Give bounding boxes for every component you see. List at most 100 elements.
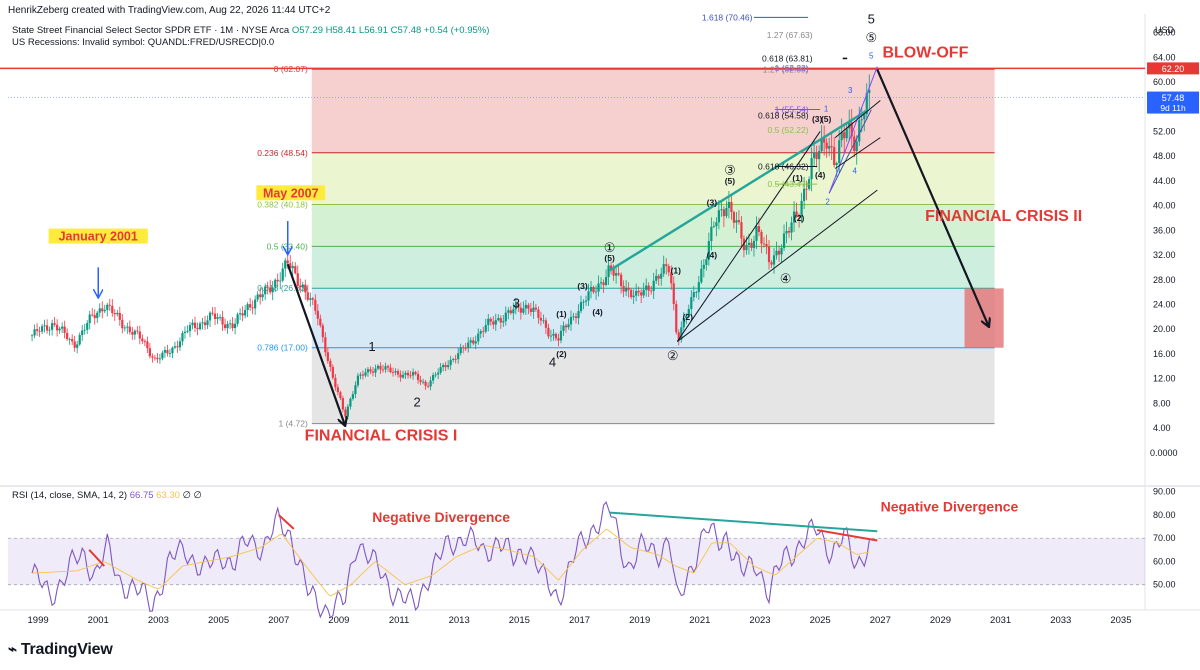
candle-body [650, 290, 653, 292]
candle-body [414, 372, 417, 374]
candle-body [755, 226, 758, 241]
candle-body [136, 330, 139, 332]
candle-body [599, 282, 603, 284]
rsi-legend-label[interactable]: RSI (14, close, SMA, 14, 2) [12, 490, 128, 501]
candle-body [148, 348, 151, 357]
bar-countdown-label: 9d 11h [1160, 103, 1186, 113]
candle-body [554, 333, 558, 339]
candle-body [389, 367, 392, 373]
candle-body [582, 301, 585, 303]
candle-body [815, 152, 818, 160]
candle-body [710, 226, 713, 242]
candle-body [156, 357, 159, 360]
y-tick-label: 64.00 [1153, 52, 1176, 62]
candle-body [584, 300, 588, 302]
candle-body [138, 331, 141, 339]
x-tick-label: 2031 [990, 615, 1011, 626]
candle-body [213, 313, 217, 320]
candle-body [411, 372, 415, 376]
candle-body [604, 276, 608, 286]
candle-body [334, 377, 337, 388]
candle-body [274, 279, 277, 288]
candle-body [572, 316, 575, 318]
candle-body [682, 318, 685, 328]
x-tick-label: 1999 [28, 615, 49, 626]
annotation-label: FINANCIAL CRISIS II [925, 208, 1082, 225]
subwave-label: (3) [812, 114, 823, 124]
candle-body [823, 138, 826, 143]
candle-body [725, 207, 728, 217]
candle-body [126, 326, 129, 328]
candle-body [772, 255, 776, 265]
candle-body [670, 272, 673, 284]
candle-body [206, 320, 209, 326]
fib-extension-label: 1.27 (67.63) [767, 30, 813, 40]
candle-body [705, 259, 708, 265]
wave-label: 5 [868, 11, 875, 26]
y-tick-label: 28.00 [1153, 275, 1176, 285]
candle-body [567, 324, 570, 328]
subwave-label: 5 [869, 51, 874, 60]
candle-body [434, 374, 437, 376]
legend-close: C57.48 [390, 25, 422, 36]
candle-body [51, 323, 54, 330]
candle-body [607, 265, 610, 277]
x-tick-label: 2033 [1050, 615, 1071, 626]
candle-body [494, 320, 497, 325]
chart-canvas[interactable]: USD 0 (62.07) 0.236 (48.54) 0.382 (40.18) 0.… [0, 0, 1200, 640]
divergence-line-3 [816, 529, 878, 542]
candle-body [762, 243, 766, 245]
candle-body [477, 333, 480, 342]
candle-body [46, 325, 49, 331]
symbol-legend: State Street Financial Select Sector SPD… [12, 25, 489, 49]
candle-body [825, 142, 828, 149]
candle-body [845, 128, 848, 139]
candle-body [865, 93, 868, 115]
subwave-label: (5) [725, 176, 736, 186]
x-tick-label: 2015 [509, 615, 530, 626]
trend-line-4 [828, 66, 878, 194]
forecast-arrow-0 [286, 263, 345, 425]
fib-zone-5 [311, 347, 995, 424]
candle-body [369, 369, 372, 372]
subwave-label: 1 [824, 105, 829, 114]
legend-high: H58.41 [325, 25, 357, 36]
tradingview-brand: TradingView [20, 641, 113, 658]
divergence-line-2 [609, 511, 878, 533]
candle-body [101, 308, 104, 312]
candle-body [467, 342, 470, 349]
candle-body [665, 264, 668, 266]
candle-body [627, 287, 630, 290]
candle-body [577, 311, 580, 319]
candle-body [359, 374, 362, 376]
rsi-y-tick-label: 50.00 [1153, 580, 1176, 590]
rsi-series-rsi [31, 500, 870, 619]
candle-body [261, 294, 264, 298]
candle-body [381, 369, 385, 371]
wave-label: 2 [413, 394, 420, 409]
candle-body [424, 381, 427, 386]
candle-body [63, 326, 66, 333]
candle-body [103, 309, 106, 312]
candle-body [279, 280, 282, 282]
candle-body [251, 307, 254, 309]
candle-body [797, 215, 801, 217]
candle-body [692, 292, 695, 298]
candle-body [549, 335, 553, 337]
rsi-y-tick-label: 90.00 [1153, 487, 1176, 497]
subwave-label: (4) [592, 307, 603, 317]
candle-body [339, 392, 342, 399]
candle-body [314, 299, 317, 311]
candle-body [559, 330, 563, 341]
fib-extension-label: 0.5 (52.22) [767, 125, 808, 135]
candle-body [351, 394, 355, 399]
attribution-header: HenrikZeberg created with TradingView.co… [8, 5, 331, 16]
candle-body [750, 242, 753, 248]
y-tick-label: 68.00 [1153, 28, 1176, 38]
candle-body [286, 260, 289, 264]
y-tick-label: 16.00 [1153, 349, 1176, 359]
rsi-y-tick-label: 70.00 [1153, 533, 1176, 543]
legend-symbol[interactable]: State Street Financial Select Sector SPD… [12, 25, 290, 36]
candle-body [173, 346, 177, 348]
candle-body [121, 319, 124, 329]
